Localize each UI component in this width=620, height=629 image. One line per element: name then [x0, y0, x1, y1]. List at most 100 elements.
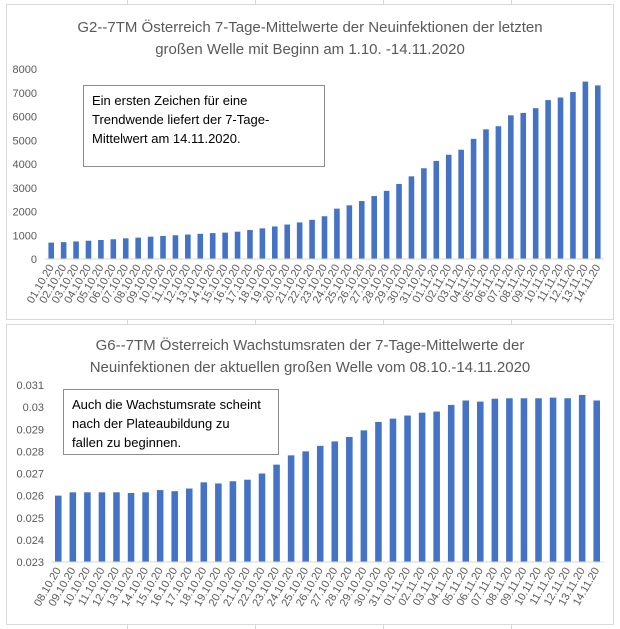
y-tick-label: 1000: [13, 230, 37, 242]
bar: [491, 398, 499, 562]
bar: [535, 398, 542, 562]
y-tick-label: 0.031: [16, 380, 44, 392]
chart-new-infections[interactable]: G2--7TM Österreich 7-Tage-Mittelwerte de…: [6, 4, 614, 320]
bar: [447, 404, 455, 562]
chart-subtitle: großen Welle mit Beginn am 1.10. -14.11.…: [155, 41, 465, 58]
bar: [593, 400, 600, 562]
y-tick-label: 0: [31, 254, 37, 266]
annotation-textbox[interactable]: Auch die Wachstumsrate scheint nach der …: [63, 389, 279, 455]
bar: [110, 239, 117, 259]
bar: [296, 222, 303, 259]
y-tick-label: 0.028: [16, 446, 44, 458]
bar: [135, 237, 141, 259]
y-tick-label: 0.03: [23, 402, 44, 414]
y-tick-label: 2000: [13, 207, 37, 219]
annotation-line: Auch die Wachstumsrate scheint: [72, 397, 261, 412]
bar: [244, 479, 251, 562]
bar: [557, 97, 564, 259]
bar: [582, 81, 589, 260]
bar: [160, 235, 166, 259]
bar: [594, 85, 601, 259]
bar: [272, 226, 278, 259]
chart-growth-rates[interactable]: G6--7TM Österreich Wachstumsraten der 7-…: [6, 324, 614, 625]
bar: [578, 394, 586, 562]
bar: [200, 482, 208, 562]
bar: [371, 196, 377, 259]
bar: [147, 236, 154, 259]
bar: [156, 490, 164, 562]
bar: [477, 401, 484, 562]
bar: [421, 168, 427, 259]
bar: [383, 190, 390, 259]
bar: [358, 201, 365, 259]
bar: [570, 92, 576, 259]
bar: [483, 129, 489, 259]
chart-subtitle: Neuinfektionen der aktuellen großen Well…: [89, 359, 531, 376]
bar: [506, 398, 513, 562]
y-tick-label: 8000: [13, 64, 37, 76]
bar: [418, 412, 426, 562]
bar: [321, 216, 328, 259]
annotation-line: Trendwende liefert der 7-Tage-: [92, 112, 270, 127]
bar: [334, 208, 340, 259]
bar: [360, 430, 368, 562]
bar: [259, 228, 266, 259]
y-tick-label: 5000: [13, 135, 37, 147]
bar: [433, 411, 440, 562]
bar: [396, 183, 402, 259]
bar: [84, 492, 91, 562]
y-tick-label: 0.026: [16, 491, 44, 503]
bar: [85, 240, 92, 259]
chart-plot-area: 0.023 0.024 0.025 0.026 0.027 0.028 0.029 0.03 0…: [16, 380, 604, 609]
bar: [404, 415, 411, 562]
bar: [495, 126, 502, 259]
bar: [462, 400, 470, 562]
bar: [284, 224, 291, 259]
bar: [185, 234, 191, 259]
bar: [258, 473, 266, 562]
bar: [197, 233, 204, 259]
bar: [532, 108, 539, 259]
bar: [375, 421, 382, 562]
bar: [564, 398, 571, 562]
annotation-line: Mittelwert am 14.11.2020.: [92, 131, 241, 146]
bar: [508, 115, 514, 259]
bar: [408, 176, 415, 259]
bar: [331, 441, 339, 562]
bar: [247, 230, 253, 259]
annotation-textbox[interactable]: Ein ersten Zeichen für eine Trendwende l…: [83, 85, 325, 167]
bar: [433, 160, 440, 259]
bar: [346, 436, 353, 562]
bar: [122, 238, 129, 259]
bar: [302, 451, 309, 562]
bar: [445, 154, 452, 259]
bar: [98, 240, 104, 259]
bar: [316, 445, 324, 562]
y-tick-label: 0.025: [16, 513, 44, 525]
annotation-line: fallen zu beginnen.: [72, 435, 182, 450]
bar: [127, 492, 135, 562]
y-tick-label: 4000: [13, 159, 37, 171]
bar: [60, 242, 67, 259]
bar: [520, 398, 528, 562]
bar: [520, 112, 527, 259]
chart-title: G2--7TM Österreich 7-Tage-Mittelwerte de…: [77, 19, 543, 36]
bar: [309, 219, 315, 259]
bar: [549, 397, 557, 562]
bar: [55, 495, 62, 562]
bar: [458, 149, 464, 259]
y-tick-label: 0.024: [16, 535, 44, 547]
bar: [142, 492, 149, 562]
bar: [222, 232, 228, 259]
bar: [113, 492, 120, 562]
bar: [287, 455, 295, 562]
bar: [48, 242, 55, 259]
y-tick-label: 0.027: [16, 469, 44, 481]
bar: [215, 483, 222, 562]
bar: [171, 491, 178, 562]
y-tick-label: 0.029: [16, 424, 44, 436]
bar: [545, 100, 551, 259]
bar: [73, 241, 79, 259]
chart-title: G6--7TM Österreich Wachstumsraten der 7-…: [95, 337, 525, 354]
